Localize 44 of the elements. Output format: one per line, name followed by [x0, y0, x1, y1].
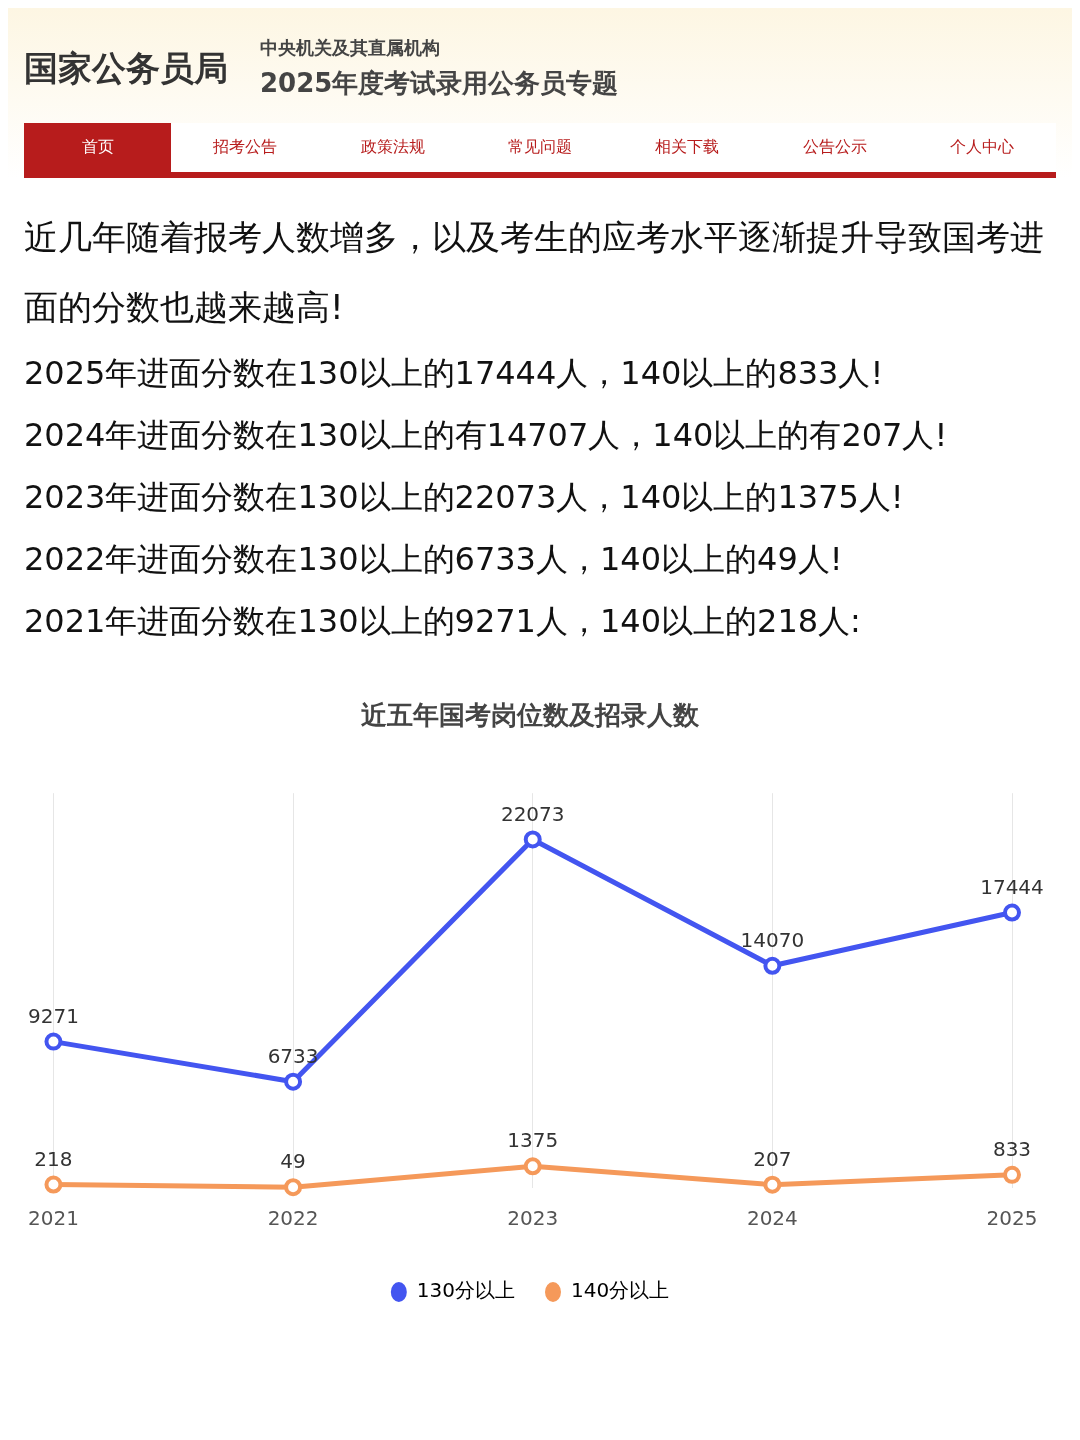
data-label: 17444 [980, 874, 1044, 899]
text: 招考公告 [171, 123, 319, 172]
x-tick-label: 2023 [507, 1206, 559, 1231]
data-label: 1375 [507, 1128, 559, 1153]
data-label: 833 [992, 1137, 1032, 1162]
data-label: 22073 [500, 801, 565, 826]
x-tick-label: 2025 [986, 1206, 1038, 1231]
point [44, 1032, 63, 1051]
text: 常见问题 [466, 123, 614, 172]
text: 2021年进面分数在130以上的9271人，140以上的218人: [24, 601, 862, 642]
text: 公告公示 [761, 123, 909, 172]
legend-label: 140分以上 [571, 1278, 670, 1303]
text: 政策法规 [318, 123, 467, 172]
x-tick-label: 2021 [28, 1206, 79, 1231]
text: 2022年进面分数在130以上的6733人，140以上的49人! [24, 539, 844, 580]
chart-title: 近五年国考岗位数及招录人数 [361, 700, 700, 731]
x-tick-label: 2022 [267, 1206, 319, 1231]
point [1003, 903, 1021, 922]
data-label: 207 [753, 1146, 792, 1171]
text: 近几年随着报考人数增多，以及考生的应考水平逐渐提升导致国考进面的分数也越来越高! [24, 216, 1045, 329]
point [1003, 1165, 1021, 1184]
point [44, 1175, 63, 1194]
text: 中央机关及其直属机构 [260, 36, 441, 60]
text: 2024年进面分数在130以上的有14707人，140以上的有207人! [24, 415, 949, 456]
text: 2025年进面分数在130以上的17444人，140以上的833人! [24, 353, 885, 394]
text: 相关下载 [613, 123, 762, 172]
text: 国家公务员局 [24, 46, 228, 90]
legend-label: 130分以上 [416, 1278, 516, 1303]
x-tick-label: 2024 [746, 1206, 798, 1231]
text: 2023年进面分数在130以上的22073人，140以上的1375人! [24, 477, 905, 518]
data-label: 218 [34, 1146, 73, 1171]
text: 个人中心 [908, 123, 1056, 172]
data-label: 49 [280, 1149, 306, 1174]
point [763, 956, 782, 975]
point [523, 1157, 542, 1176]
data-label: 14070 [740, 928, 805, 953]
text: 2025年度考试录用公务员专题 [260, 67, 619, 100]
text: 首页 [24, 123, 172, 172]
data-label: 9271 [28, 1003, 79, 1028]
data-label: 6733 [267, 1043, 319, 1068]
point [284, 1072, 303, 1091]
point [523, 830, 542, 849]
point [763, 1175, 782, 1194]
point [284, 1178, 303, 1197]
